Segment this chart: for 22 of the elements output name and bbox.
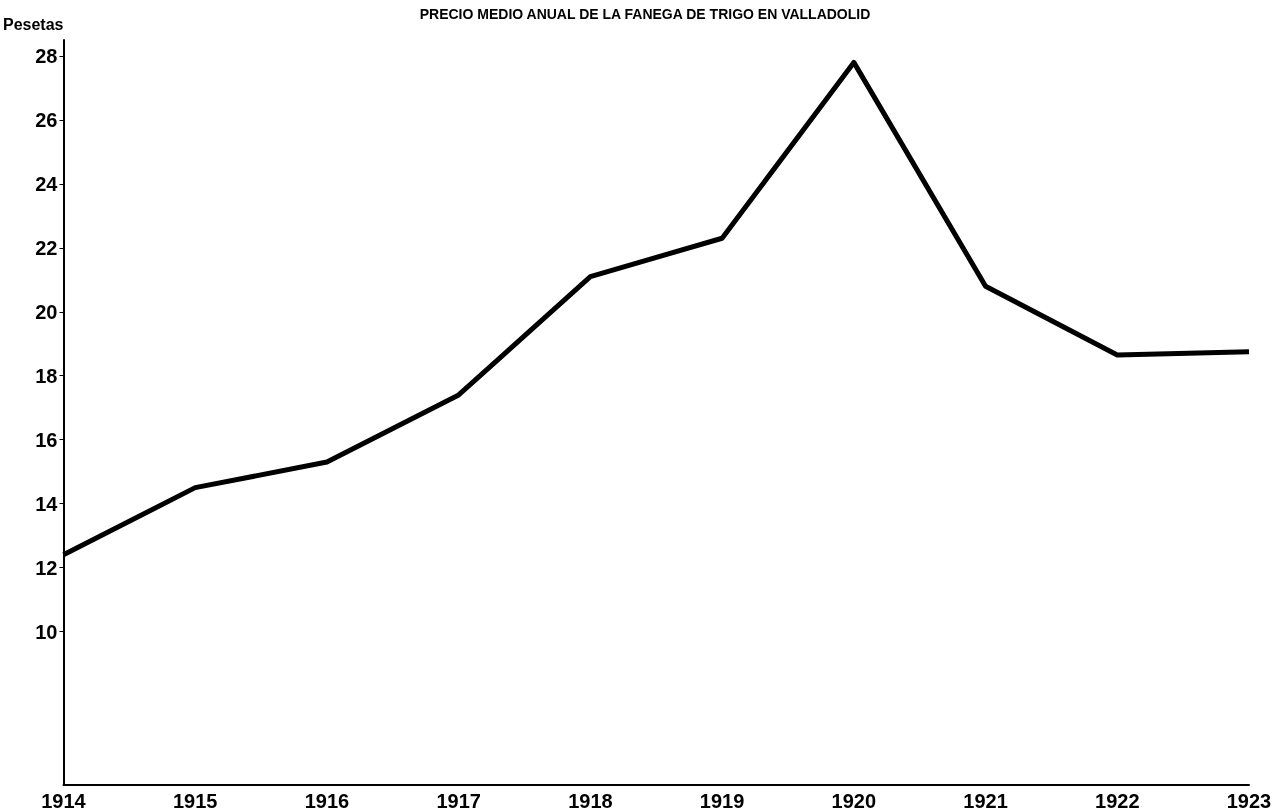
chart-title: PRECIO MEDIO ANUAL DE LA FANEGA DE TRIGO EN VALLADOLID bbox=[419, 6, 871, 22]
y-tick-label: 18 bbox=[35, 364, 58, 387]
y-tick-label: 28 bbox=[35, 44, 58, 67]
x-tick-label: 1914 bbox=[41, 790, 87, 811]
y-tick-label: 10 bbox=[35, 620, 58, 643]
x-tick-label: 1920 bbox=[831, 790, 877, 811]
x-tick-label: 1917 bbox=[436, 790, 481, 811]
x-tick-label: 1921 bbox=[963, 790, 1008, 811]
y-tick-label: 16 bbox=[35, 428, 58, 451]
y-tick-label: 14 bbox=[35, 492, 59, 515]
x-tick-label: 1918 bbox=[568, 790, 613, 811]
x-tick-label: 1919 bbox=[699, 790, 745, 811]
y-axis-title: Pesetas bbox=[2, 15, 64, 33]
x-tick-label: 1916 bbox=[304, 790, 350, 811]
y-tick-label: 20 bbox=[35, 300, 58, 323]
x-tick-label: 1923 bbox=[1226, 790, 1272, 811]
y-tick-label: 22 bbox=[35, 236, 58, 259]
y-tick-label: 12 bbox=[35, 556, 58, 579]
y-tick-label: 26 bbox=[35, 108, 58, 131]
x-tick-label: 1915 bbox=[172, 790, 218, 811]
x-tick-label: 1922 bbox=[1095, 790, 1140, 811]
y-tick-label: 24 bbox=[35, 172, 59, 195]
